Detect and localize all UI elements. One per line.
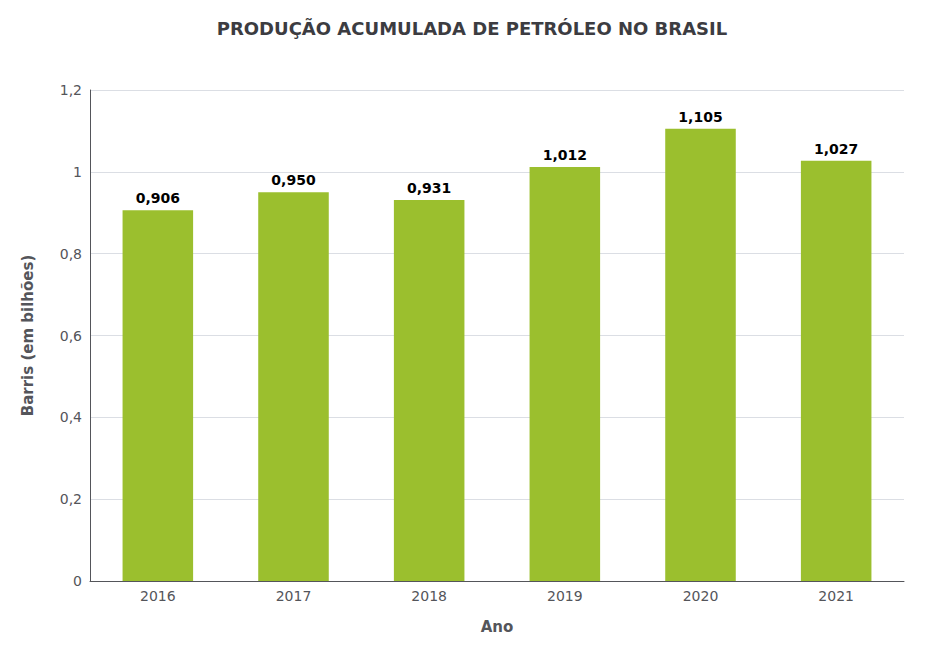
svg-text:0,6: 0,6 [60,328,82,344]
svg-text:0,4: 0,4 [60,409,82,425]
svg-text:0,8: 0,8 [60,246,82,262]
svg-text:2020: 2020 [683,588,719,604]
svg-text:2017: 2017 [276,588,312,604]
svg-text:Ano: Ano [481,618,514,636]
svg-text:1,027: 1,027 [814,141,858,157]
svg-text:2019: 2019 [547,588,583,604]
svg-text:2018: 2018 [411,588,447,604]
svg-text:Barris (em bilhões): Barris (em bilhões) [19,255,37,416]
svg-text:2021: 2021 [818,588,854,604]
svg-text:0,906: 0,906 [136,190,180,206]
svg-text:1,2: 1,2 [60,82,82,98]
svg-text:1,012: 1,012 [543,147,587,163]
svg-text:1,105: 1,105 [678,109,722,125]
svg-text:0,931: 0,931 [407,180,451,196]
svg-text:1: 1 [73,164,82,180]
svg-text:2016: 2016 [140,588,176,604]
svg-text:PRODUÇÃO ACUMULADA DE PETRÓLEO: PRODUÇÃO ACUMULADA DE PETRÓLEO NO BRASIL [217,17,728,39]
svg-text:0: 0 [73,573,82,589]
svg-text:0,2: 0,2 [60,491,82,507]
svg-text:0,950: 0,950 [271,172,316,188]
